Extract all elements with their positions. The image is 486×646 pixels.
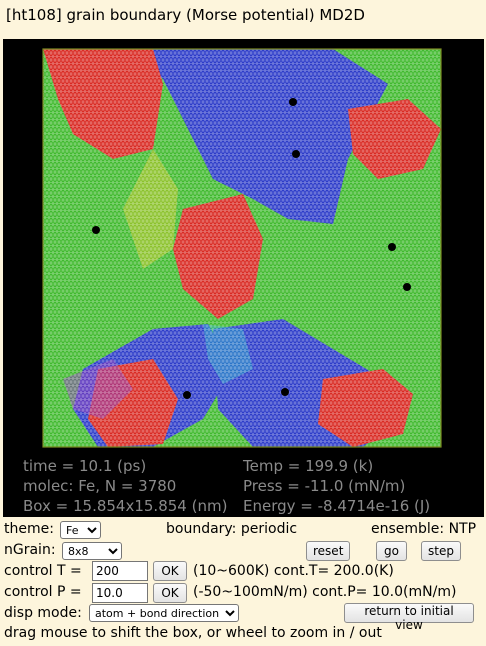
ensemble-text: ensemble: NTP <box>371 521 477 537</box>
boundary-text: boundary: periodic <box>166 521 298 537</box>
ngrain-label: nGrain: <box>4 542 56 558</box>
t-range-text: (10~600K) cont.T= 200.0(K) <box>193 563 394 579</box>
disp-mode-select[interactable]: atom + bond direction <box>89 604 239 622</box>
control-t-input[interactable] <box>92 561 148 581</box>
ngrain-select[interactable]: 8x8 <box>62 542 122 560</box>
reset-button[interactable]: reset <box>306 541 350 561</box>
p-range-text: (-50~100mN/m) cont.P= 10.0(mN/m) <box>193 584 457 600</box>
theme-label: theme: <box>4 521 54 537</box>
control-p-input[interactable] <box>92 583 148 603</box>
go-button[interactable]: go <box>376 541 407 561</box>
theme-select[interactable]: Fe <box>60 521 101 539</box>
simulation-canvas[interactable]: time = 10.1 (ps) Temp = 199.9 (k) molec:… <box>3 39 484 517</box>
step-button[interactable]: step <box>421 541 461 561</box>
control-p-label: control P = <box>4 584 82 600</box>
disp-mode-label: disp mode: <box>4 605 82 621</box>
return-to-initial-view-button[interactable]: return to initial view <box>344 603 474 632</box>
hint-text: drag mouse to shift the box, or wheel to… <box>4 625 382 641</box>
control-t-label: control T = <box>4 563 82 579</box>
ok-t-button[interactable]: OK <box>153 561 187 581</box>
lattice-bonds <box>43 49 441 447</box>
page-title: [ht108] grain boundary (Morse potential)… <box>6 6 365 24</box>
simulation-box-border <box>42 48 442 448</box>
vacancies <box>92 98 411 399</box>
grain-lattice-view[interactable] <box>3 39 484 517</box>
ok-p-button[interactable]: OK <box>153 583 187 603</box>
